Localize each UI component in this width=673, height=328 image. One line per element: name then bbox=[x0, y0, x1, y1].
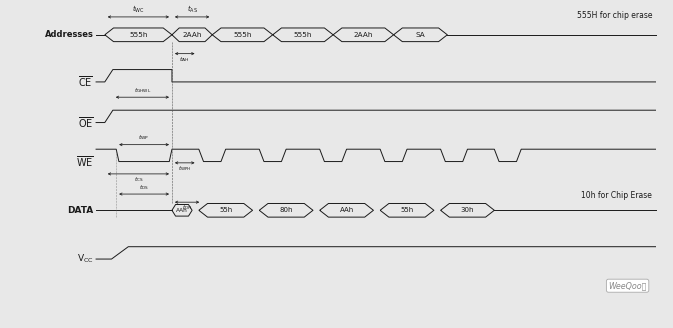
Text: 30h: 30h bbox=[461, 207, 474, 213]
Text: 2AAh: 2AAh bbox=[182, 32, 202, 38]
Text: 10h for Chip Erase: 10h for Chip Erase bbox=[581, 192, 652, 200]
Text: $t_{\rm GHWL}$: $t_{\rm GHWL}$ bbox=[134, 86, 151, 94]
Text: 80h: 80h bbox=[279, 207, 293, 213]
Text: $t_{\rm AS}$: $t_{\rm AS}$ bbox=[186, 4, 198, 15]
Text: SA: SA bbox=[415, 32, 425, 38]
Text: DATA: DATA bbox=[67, 206, 94, 215]
Text: $\overline{\rm CE}$: $\overline{\rm CE}$ bbox=[79, 74, 94, 89]
Text: V$_{\rm CC}$: V$_{\rm CC}$ bbox=[77, 253, 94, 265]
Text: $t_{\rm WC}$: $t_{\rm WC}$ bbox=[132, 4, 145, 15]
Text: 555h: 555h bbox=[234, 32, 252, 38]
Text: 555H for chip erase: 555H for chip erase bbox=[577, 11, 652, 20]
Text: 2AAh: 2AAh bbox=[354, 32, 373, 38]
Text: AAh: AAh bbox=[339, 207, 354, 213]
Text: 555h: 555h bbox=[129, 32, 147, 38]
Text: 55h: 55h bbox=[219, 207, 232, 213]
Text: $\overline{\rm OE}$: $\overline{\rm OE}$ bbox=[77, 115, 94, 130]
Text: $t_{\rm WP}$: $t_{\rm WP}$ bbox=[139, 133, 149, 142]
Text: $t_{\rm DS}$: $t_{\rm DS}$ bbox=[139, 183, 149, 192]
Text: 555h: 555h bbox=[293, 32, 312, 38]
Text: $t_{\rm AH}$: $t_{\rm AH}$ bbox=[180, 55, 190, 64]
Text: $t_{\rm CS}$: $t_{\rm CS}$ bbox=[133, 175, 143, 184]
Text: $\overline{\rm WE}$: $\overline{\rm WE}$ bbox=[75, 154, 94, 169]
Text: Addresses: Addresses bbox=[44, 30, 94, 39]
Text: WeeQoo库: WeeQoo库 bbox=[608, 281, 647, 290]
Text: 55h: 55h bbox=[400, 207, 414, 213]
Text: $t_{\rm DH}$: $t_{\rm DH}$ bbox=[182, 203, 192, 212]
Text: $t_{\rm WPH}$: $t_{\rm WPH}$ bbox=[178, 164, 191, 173]
Text: AAh: AAh bbox=[176, 208, 188, 213]
